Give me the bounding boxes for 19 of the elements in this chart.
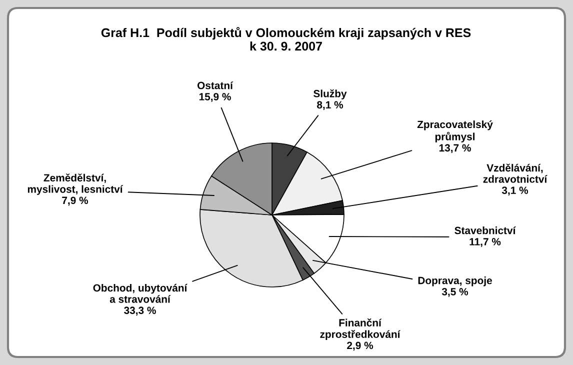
slice-label: Finanční zprostředkování: [320, 318, 401, 340]
slice-label: Doprava, spoje: [418, 276, 492, 286]
slice-label: Zemědělství, myslivost, lesnictví: [28, 174, 124, 195]
data-label: 2,9 %: [347, 342, 374, 351]
slice-label: Obchod, ubytování a stravování: [93, 284, 188, 303]
data-label: 33,3 %: [124, 306, 156, 316]
slice-label: Vzdělávání, zdravotnictví: [483, 164, 548, 183]
data-label: 8,1 %: [317, 101, 344, 110]
data-label: 3,5 %: [442, 288, 468, 297]
chart-title: Graf H.1 Podíl subjektů v Olomouckém kraji zapsaných v RES k 30. 9. 2007: [101, 27, 471, 51]
slice-label: Služby: [314, 89, 347, 100]
data-label: 11,7 %: [470, 238, 501, 247]
data-label: 13,7 %: [439, 144, 471, 154]
slice-label: Stavebnictví: [454, 226, 516, 234]
data-label: 3,1 %: [502, 186, 528, 196]
data-label: 15,9 %: [199, 93, 231, 102]
data-label: 7,9 %: [62, 196, 88, 206]
slice-label: Ostatní: [197, 81, 234, 90]
slice-label: Zpracovatelský průmysl: [417, 120, 493, 142]
